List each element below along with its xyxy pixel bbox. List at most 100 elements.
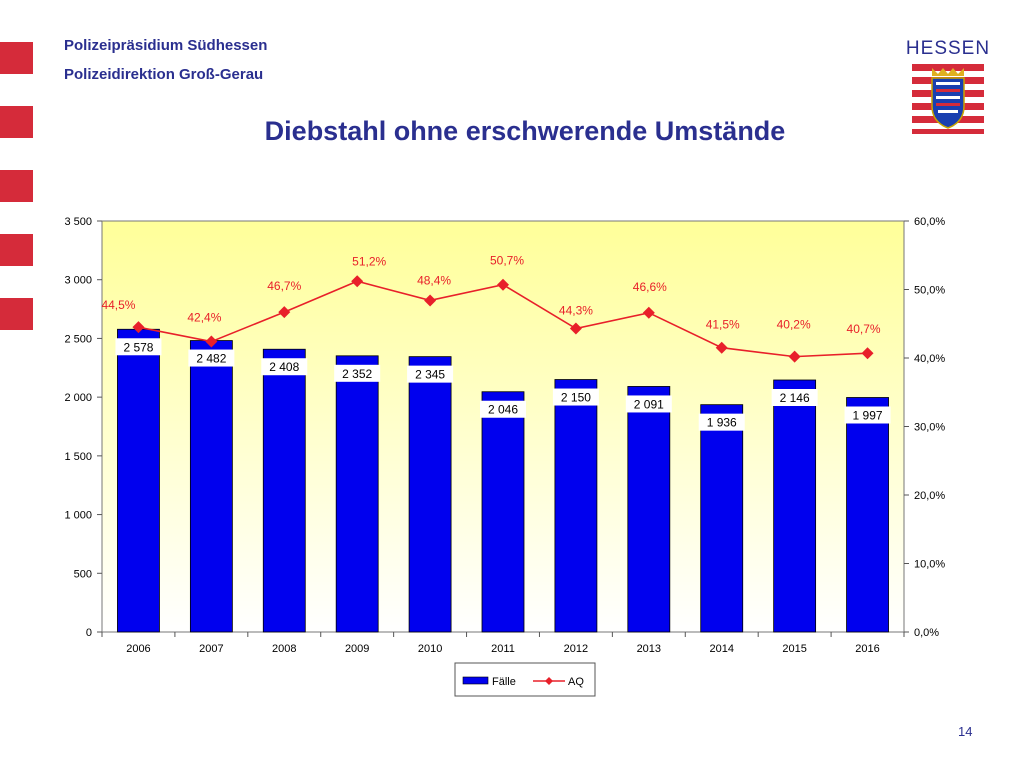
accent-bar xyxy=(0,42,33,74)
line-point-aq xyxy=(205,335,218,348)
x-tick-label: 2009 xyxy=(345,643,369,655)
bar-value-label: 1 997 xyxy=(853,408,883,422)
bar-value-label: 2 146 xyxy=(780,391,810,405)
y-right-tick-label: 10,0% xyxy=(914,559,945,571)
bar-value-label: 2 408 xyxy=(269,360,299,374)
bar-value-label: 2 578 xyxy=(123,340,153,354)
x-tick-label: 2006 xyxy=(126,643,150,655)
y-left-tick-label: 0 xyxy=(86,627,92,639)
bar-value-label-bg xyxy=(552,388,599,406)
bar-value-label-bg xyxy=(261,358,308,376)
y-left-tick-label: 3 000 xyxy=(64,275,92,287)
org-name-directorate: Polizeidirektion Groß-Gerau xyxy=(64,66,264,83)
y-right-tick-label: 0,0% xyxy=(914,627,939,639)
y-right-tick-label: 50,0% xyxy=(914,285,945,297)
hessen-logo: HESSEN xyxy=(904,38,992,142)
line-value-label: 46,7% xyxy=(267,279,301,293)
bar-value-label-bg xyxy=(844,406,891,424)
line-point-aq xyxy=(642,306,655,319)
line-value-label: 51,2% xyxy=(352,254,386,268)
line-value-label: 42,4% xyxy=(187,311,221,325)
line-point-aq xyxy=(715,341,728,354)
bar-value-label-bg xyxy=(480,400,526,418)
x-tick-label: 2012 xyxy=(564,643,588,655)
y-left-tick-label: 1 500 xyxy=(64,451,92,463)
y-right-tick-label: 60,0% xyxy=(914,216,945,228)
y-right-tick-label: 30,0% xyxy=(914,422,945,434)
bar-value-label-bg xyxy=(334,364,381,382)
x-tick-label: 2008 xyxy=(272,643,296,655)
hessen-logo-text: HESSEN xyxy=(905,38,991,59)
accent-bar xyxy=(0,298,33,330)
x-tick-label: 2014 xyxy=(709,643,733,655)
x-tick-label: 2015 xyxy=(782,643,806,655)
accent-bar xyxy=(0,234,33,266)
bar-value-label: 2 345 xyxy=(415,368,445,382)
line-point-aq xyxy=(861,347,874,360)
bar-value-label: 2 150 xyxy=(561,391,591,405)
line-point-aq xyxy=(497,278,509,291)
line-point-aq xyxy=(424,294,437,307)
line-point-aq xyxy=(278,306,291,319)
bar-faelle xyxy=(189,340,233,633)
left-accent-bars xyxy=(0,0,34,768)
bar-faelle xyxy=(335,355,379,633)
y-left-tick-label: 2 000 xyxy=(64,392,92,404)
legend-label-faelle: Fälle xyxy=(492,676,516,688)
x-tick-label: 2013 xyxy=(637,643,661,655)
y-left-tick-label: 3 500 xyxy=(64,216,92,228)
org-name-presidium: Polizeipräsidium Südhessen xyxy=(64,37,268,54)
bar-value-label: 2 091 xyxy=(634,397,664,411)
x-tick-label: 2007 xyxy=(199,643,223,655)
bar-faelle xyxy=(408,356,452,633)
line-value-label: 40,2% xyxy=(777,318,811,332)
line-point-aq xyxy=(132,321,145,334)
bar-value-label-bg xyxy=(771,388,818,406)
bar-value-label: 2 352 xyxy=(342,367,372,381)
accent-bar xyxy=(0,170,33,202)
bar-value-label: 1 936 xyxy=(707,416,737,430)
bar-faelle xyxy=(554,379,598,633)
line-point-aq xyxy=(788,350,801,363)
x-tick-label: 2011 xyxy=(491,643,515,655)
line-value-label: 40,7% xyxy=(847,322,881,336)
legend-marker-aq xyxy=(545,677,553,685)
y-left-tick-label: 1 000 xyxy=(64,510,92,522)
line-value-label: 48,4% xyxy=(417,273,451,287)
bar-faelle xyxy=(846,397,889,633)
bar-faelle xyxy=(700,404,744,633)
line-point-aq xyxy=(569,322,582,335)
hessen-coat-of-arms-icon xyxy=(912,64,984,134)
bar-faelle xyxy=(117,328,160,633)
page-number: 14 xyxy=(958,724,973,739)
line-value-label: 41,5% xyxy=(706,318,740,332)
bar-faelle xyxy=(627,386,671,633)
line-value-label: 50,7% xyxy=(490,254,524,268)
bar-faelle xyxy=(262,348,306,633)
page-title: Diebstahl ohne erschwerende Umstände xyxy=(264,116,786,146)
line-value-label: 44,5% xyxy=(101,298,135,312)
accent-bar xyxy=(0,106,33,138)
y-right-tick-label: 20,0% xyxy=(914,490,945,502)
y-left-tick-label: 2 500 xyxy=(64,333,92,345)
bar-value-label-bg xyxy=(698,413,745,431)
bar-value-label-bg xyxy=(115,338,162,356)
bar-value-label: 2 482 xyxy=(196,352,226,366)
bar-value-label-bg xyxy=(188,349,235,367)
bar-faelle xyxy=(481,391,525,633)
y-left-tick-label: 500 xyxy=(74,568,92,580)
x-tick-label: 2010 xyxy=(418,643,442,655)
bar-value-label-bg xyxy=(407,365,454,383)
x-tick-label: 2016 xyxy=(855,643,879,655)
legend-swatch-faelle xyxy=(462,676,489,685)
line-value-label: 44,3% xyxy=(559,304,593,318)
line-point-aq xyxy=(351,275,364,288)
legend-label-aq: AQ xyxy=(568,676,584,688)
bar-value-label: 2 046 xyxy=(488,403,518,417)
y-right-tick-label: 40,0% xyxy=(914,353,945,365)
line-value-label: 46,6% xyxy=(633,280,667,294)
bar-value-label-bg xyxy=(625,395,672,413)
bar-faelle xyxy=(773,379,817,633)
